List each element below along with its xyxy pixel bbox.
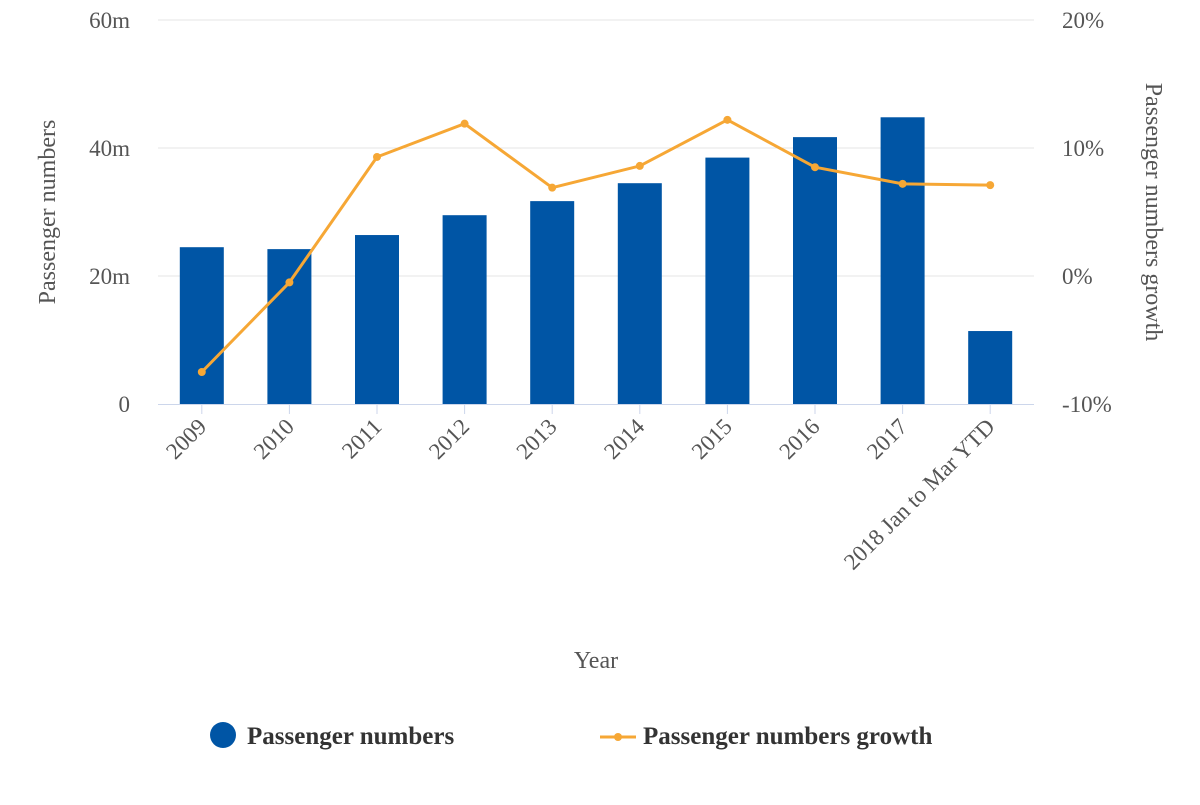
y-left-tick-label: 0 [119, 392, 131, 417]
line-series [197, 115, 995, 376]
bar[interactable] [355, 235, 399, 404]
x-tick-label: 2014 [599, 414, 650, 465]
bar[interactable] [705, 157, 750, 404]
legend-bar-marker [210, 722, 236, 748]
growth-point[interactable] [548, 183, 557, 192]
x-tick-label: 2017 [862, 414, 912, 464]
bar[interactable] [442, 215, 487, 404]
bar[interactable] [880, 117, 925, 404]
growth-point[interactable] [373, 152, 381, 161]
growth-point[interactable] [285, 278, 294, 287]
x-axis [158, 404, 1034, 414]
tick-labels: 0 20m 40m 60m -10% 0% 10% 20% 2009 2010 2011 2012 20… [89, 8, 1112, 575]
legend-line-dot [614, 733, 622, 741]
y-left-tick-label: 40m [89, 136, 130, 161]
bar[interactable] [617, 183, 662, 404]
bar[interactable] [530, 201, 575, 404]
growth-line [200, 118, 991, 374]
legend-item-passenger-numbers[interactable]: Passenger numbers [210, 722, 454, 750]
y-left-tick-label: 20m [89, 264, 130, 289]
y-right-tick-label: 20% [1062, 8, 1104, 33]
growth-point[interactable] [635, 161, 644, 170]
y-axis-right-title: Passenger numbers growth [1140, 83, 1166, 342]
legend-item-passenger-numbers-growth[interactable]: Passenger numbers growth [600, 723, 932, 750]
x-tick-label: 2013 [512, 414, 562, 464]
y-right-tick-label: -10% [1062, 392, 1112, 417]
growth-point[interactable] [197, 368, 206, 376]
x-tick-label: 2012 [424, 414, 474, 464]
y-right-tick-label: 10% [1062, 136, 1104, 161]
y-left-tick-label: 60m [89, 8, 130, 33]
growth-point[interactable] [811, 163, 819, 172]
x-tick-label: 2016 [774, 414, 824, 464]
x-tick-label: 2009 [161, 414, 211, 464]
bar-series [179, 117, 1013, 404]
x-tick-label: 2011 [337, 414, 387, 464]
x-tick-label: 2015 [687, 414, 737, 464]
growth-point[interactable] [986, 181, 995, 190]
bar[interactable] [968, 331, 1013, 404]
bar[interactable] [267, 249, 312, 404]
legend: Passenger numbers Passenger numbers grow… [210, 722, 932, 750]
x-axis-title: Year [574, 648, 618, 674]
x-tick-label: 2018 Jan to Mar YTD [839, 414, 1000, 575]
bar[interactable] [793, 137, 837, 404]
growth-point[interactable] [460, 119, 469, 128]
y-right-tick-label: 0% [1062, 264, 1093, 289]
growth-point[interactable] [723, 115, 732, 124]
y-axis-left-title: Passenger numbers [35, 120, 61, 305]
growth-point[interactable] [898, 179, 907, 188]
legend-label-passenger-numbers: Passenger numbers [247, 723, 454, 750]
bar[interactable] [179, 247, 224, 404]
legend-label-passenger-numbers-growth: Passenger numbers growth [643, 723, 932, 750]
x-tick-label: 2010 [249, 414, 299, 464]
